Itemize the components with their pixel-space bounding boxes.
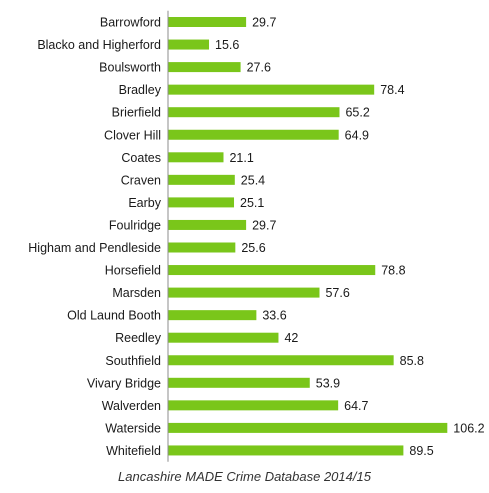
bar-coates — [168, 152, 224, 163]
bar-higham-and-pendleside — [168, 242, 236, 253]
value-label-horsefield: 78.8 — [381, 264, 405, 278]
value-label-clover-hill: 64.9 — [345, 128, 369, 142]
bar-earby — [168, 197, 235, 208]
value-label-marsden: 57.6 — [325, 286, 349, 300]
category-label-barrowford: Barrowford — [100, 16, 161, 30]
value-label-craven: 25.4 — [241, 173, 265, 187]
category-label-higham-and-pendleside: Higham and Pendleside — [28, 241, 161, 255]
bar-foulridge — [168, 219, 247, 230]
category-labels-layer: Barrowford Blacko and Higherford Boulswort… — [28, 16, 161, 458]
category-label-earby: Earby — [128, 196, 161, 210]
bar-walverden — [168, 400, 339, 411]
value-label-brierfield: 65.2 — [345, 106, 369, 120]
value-label-bradley: 78.4 — [380, 83, 404, 97]
bar-boulsworth — [168, 62, 241, 73]
bar-reedley — [168, 332, 279, 343]
value-label-old-laund-booth: 33.6 — [262, 309, 286, 323]
category-label-old-laund-booth: Old Laund Booth — [67, 309, 161, 323]
value-label-vivary-bridge: 53.9 — [316, 376, 340, 390]
bar-craven — [168, 174, 235, 185]
value-labels-layer: 29.7 15.6 27.6 78.4 65.2 64.9 21.1 25.4 25.1 29.7… — [215, 16, 485, 458]
category-label-waterside: Waterside — [105, 421, 161, 435]
value-label-coates: 21.1 — [229, 151, 253, 165]
bar-clover-hill — [168, 129, 339, 140]
category-label-brierfield: Brierfield — [112, 106, 161, 120]
chart-caption: Lancashire MADE Crime Database 2014/15 — [118, 469, 371, 484]
category-label-bradley: Bradley — [119, 83, 162, 97]
bars-layer — [168, 17, 448, 456]
value-label-blacko-and-higherford: 15.6 — [215, 38, 239, 52]
value-label-waterside: 106.2 — [453, 421, 484, 435]
bar-whitefield — [168, 445, 404, 456]
category-label-walverden: Walverden — [102, 399, 161, 413]
category-label-horsefield: Horsefield — [105, 264, 161, 278]
category-label-clover-hill: Clover Hill — [104, 128, 161, 142]
value-label-higham-and-pendleside: 25.6 — [241, 241, 265, 255]
value-label-boulsworth: 27.6 — [247, 61, 271, 75]
category-label-blacko-and-higherford: Blacko and Higherford — [37, 38, 161, 52]
bar-blacko-and-higherford — [168, 39, 210, 50]
value-label-reedley: 42 — [284, 331, 298, 345]
value-label-earby: 25.1 — [240, 196, 264, 210]
bar-bradley — [168, 84, 375, 95]
value-label-walverden: 64.7 — [344, 399, 368, 413]
bar-barrowford — [168, 17, 247, 27]
category-label-vivary-bridge: Vivary Bridge — [87, 376, 161, 390]
bar-marsden — [168, 287, 320, 298]
bar-brierfield — [168, 107, 340, 118]
category-label-coates: Coates — [121, 151, 161, 165]
value-label-barrowford: 29.7 — [252, 16, 276, 30]
category-label-reedley: Reedley — [115, 331, 162, 345]
category-label-craven: Craven — [121, 173, 161, 187]
bar-old-laund-booth — [168, 310, 257, 321]
value-label-whitefield: 89.5 — [409, 444, 433, 458]
value-label-foulridge: 29.7 — [252, 218, 276, 232]
category-label-southfield: Southfield — [105, 354, 161, 368]
category-label-whitefield: Whitefield — [106, 444, 161, 458]
bar-waterside — [168, 422, 448, 433]
bar-horsefield — [168, 265, 376, 276]
category-label-marsden: Marsden — [112, 286, 161, 300]
bar-vivary-bridge — [168, 377, 310, 388]
value-label-southfield: 85.8 — [400, 354, 424, 368]
category-label-foulridge: Foulridge — [109, 218, 161, 232]
category-label-boulsworth: Boulsworth — [99, 61, 161, 75]
bar-southfield — [168, 355, 394, 366]
